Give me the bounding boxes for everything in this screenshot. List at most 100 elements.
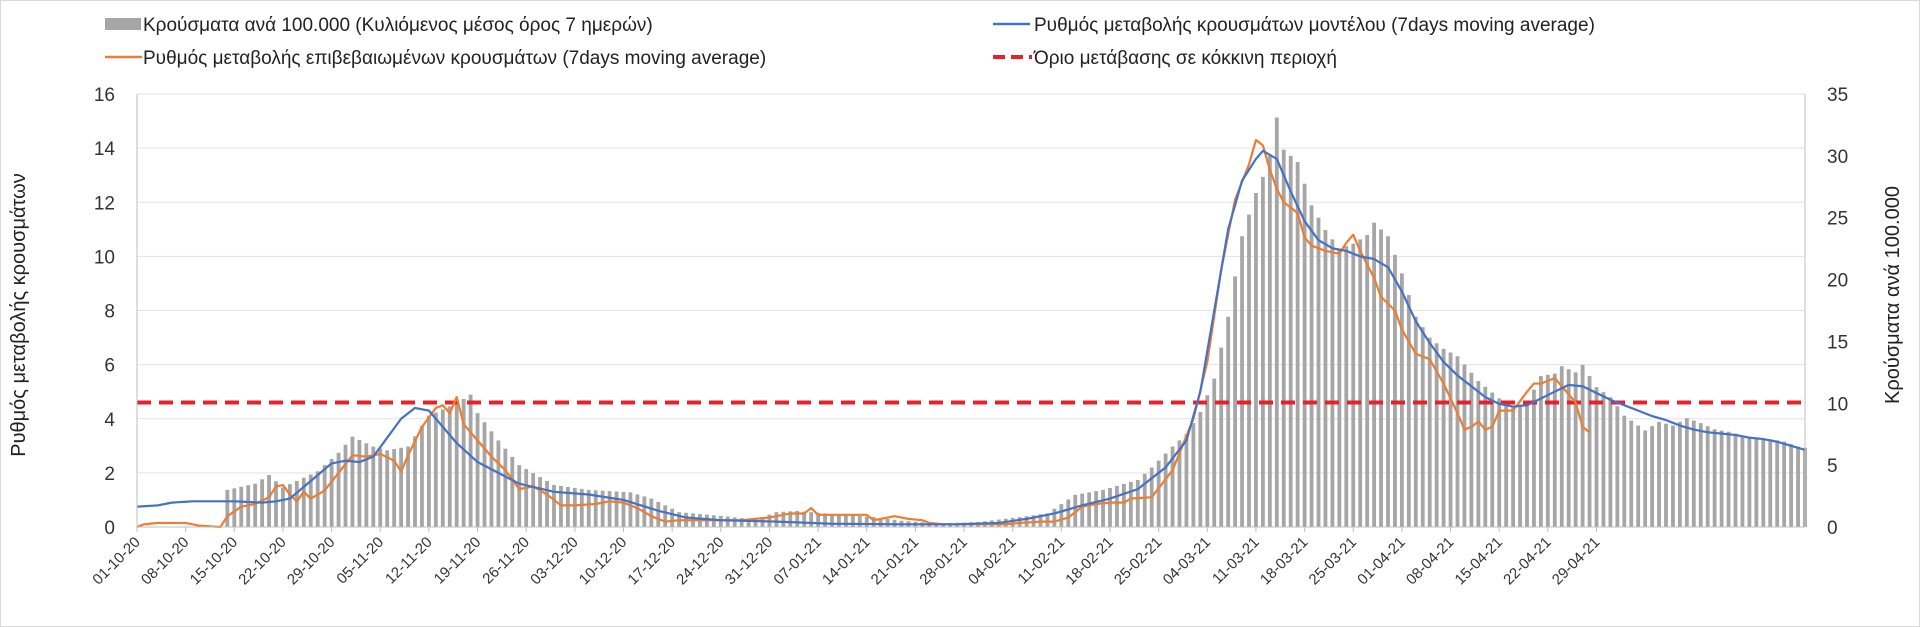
y-ticks-right: 0 5 10 15 20 25 30 35 — [1827, 85, 1848, 539]
bar — [1573, 372, 1578, 527]
bar — [343, 444, 348, 527]
bar — [1212, 378, 1217, 527]
bar — [225, 489, 230, 527]
bar — [1177, 440, 1182, 527]
bar — [1483, 386, 1488, 527]
bar — [1552, 373, 1557, 527]
y-tick-label-right: 5 — [1827, 456, 1838, 477]
bar — [1650, 426, 1654, 527]
bar — [1219, 347, 1224, 527]
bar — [1400, 273, 1404, 527]
bar — [1080, 493, 1085, 527]
bar — [1782, 441, 1787, 527]
legend-bars-swatch — [105, 18, 141, 30]
bar — [392, 449, 397, 527]
legend-model-label: Ρυθμός μεταβολής κρουσμάτων μοντέλου (7d… — [1034, 15, 1595, 36]
bar — [1274, 117, 1279, 528]
bar — [1796, 446, 1800, 527]
bar — [1323, 230, 1328, 528]
bar — [788, 511, 793, 527]
bar — [288, 484, 292, 527]
bar — [1386, 236, 1390, 527]
bar — [406, 446, 410, 527]
bar — [1351, 243, 1356, 528]
bar — [586, 489, 591, 527]
y-tick-label-right: 30 — [1827, 147, 1848, 168]
bar — [1156, 460, 1161, 527]
legend-item-bars: Κρούσματα ανά 100.000 (Κυλιόμενος μέσος … — [105, 15, 653, 36]
legend-item-model: Ρυθμός μεταβολής κρουσμάτων μοντέλου (7d… — [993, 15, 1595, 36]
bar — [802, 511, 807, 527]
bar — [1261, 176, 1265, 528]
bar — [600, 490, 605, 527]
bar — [830, 514, 834, 527]
bar — [1288, 155, 1293, 527]
bar — [1615, 406, 1620, 527]
bar — [385, 450, 390, 527]
bar — [1455, 356, 1460, 527]
legend-threshold-label: Όριο μετάβασης σε κόκκινη περιοχή — [1033, 48, 1337, 69]
bar — [413, 436, 417, 527]
bar — [871, 517, 876, 527]
bar — [1740, 435, 1745, 527]
bar — [1198, 411, 1203, 527]
confirmed-rate-line — [136, 138, 1591, 529]
bar — [517, 465, 522, 527]
bar — [1406, 295, 1411, 527]
bar — [607, 491, 612, 527]
bar — [844, 515, 848, 527]
bar — [1511, 405, 1515, 527]
bar — [1705, 426, 1710, 527]
bar — [725, 516, 730, 527]
bar — [1295, 162, 1300, 528]
bar — [510, 456, 515, 527]
bar — [1636, 425, 1641, 527]
bar — [1657, 421, 1661, 527]
bar — [1476, 381, 1481, 527]
bar — [753, 519, 758, 527]
y-tick-label-left: 2 — [104, 464, 115, 485]
bar — [1434, 343, 1439, 527]
bar — [315, 471, 320, 527]
bar — [524, 469, 529, 527]
y-axis-right-title: Κρούσματα ανά 100.000 — [1882, 186, 1904, 404]
legend: Κρούσματα ανά 100.000 (Κυλιόμενος μέσος … — [105, 15, 1595, 69]
bar — [371, 446, 376, 527]
bar — [1135, 479, 1140, 527]
bar — [837, 514, 841, 527]
bar — [350, 436, 355, 527]
bar — [1372, 222, 1376, 528]
bar — [1664, 423, 1668, 527]
bar — [1330, 239, 1335, 527]
bar — [1761, 438, 1766, 527]
bar — [1441, 348, 1446, 527]
y-tick-label-right: 0 — [1827, 518, 1838, 539]
bar — [399, 447, 403, 527]
bar — [1539, 376, 1543, 527]
bar — [739, 518, 744, 527]
bar — [420, 425, 424, 527]
bar — [1170, 446, 1175, 527]
bar — [1267, 155, 1272, 527]
bar — [1594, 387, 1599, 527]
gridlines — [137, 93, 1805, 474]
y-tick-label-left: 0 — [104, 518, 115, 539]
bar — [1094, 491, 1098, 527]
bar — [1497, 398, 1502, 527]
bar — [774, 512, 779, 527]
bar — [1427, 337, 1432, 527]
bar — [878, 518, 883, 527]
bar — [364, 443, 369, 527]
bar — [1066, 499, 1071, 527]
bar — [1115, 485, 1119, 527]
bar — [538, 477, 542, 527]
bar — [322, 465, 327, 527]
bar — [329, 458, 334, 527]
bar — [1608, 397, 1613, 527]
bar — [1316, 217, 1321, 527]
bar — [1580, 364, 1585, 527]
bar — [468, 394, 473, 527]
y-tick-label-left: 6 — [104, 356, 115, 377]
